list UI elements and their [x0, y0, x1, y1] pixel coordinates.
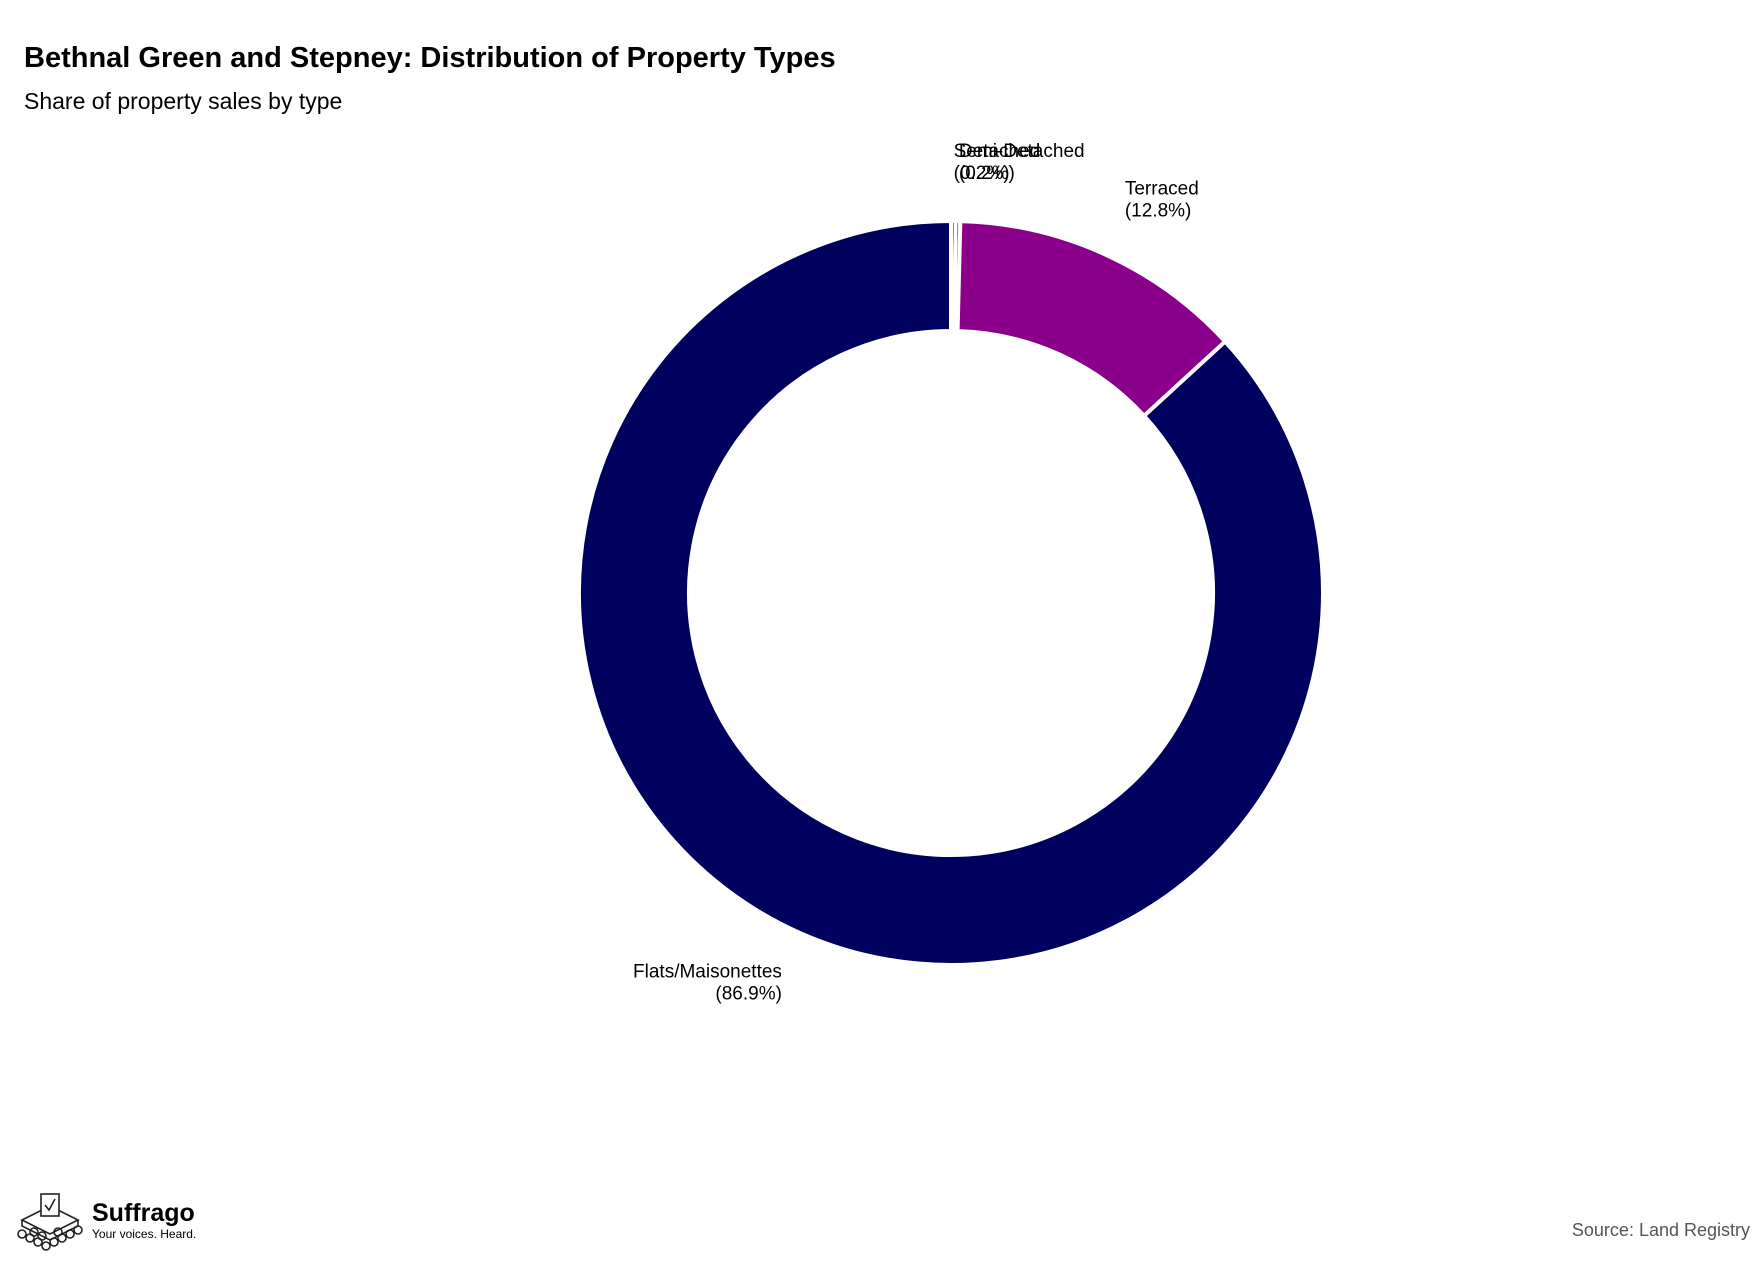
slice-label-semi-detached: Semi-Detached (0.2%) — [954, 141, 1085, 184]
donut-slices — [577, 218, 1325, 967]
slice-labels: Semi-Detached (0.2%)Detached (0.2%) Terrace… — [633, 141, 1199, 1004]
suffrago-logo: Suffrago Your voices. Heard. — [14, 1190, 196, 1252]
brand-tagline: Your voices. Heard. — [92, 1227, 197, 1241]
slice-label-detached: Detached (0.2%) — [959, 141, 1040, 184]
slice-label-terraced: Terraced (12.8%) — [1125, 179, 1199, 222]
slice-flats-maisonettes — [577, 218, 1325, 967]
chart-subtitle: Share of property sales by type — [24, 88, 343, 114]
chart-title: Bethnal Green and Stepney: Distribution … — [24, 42, 836, 74]
slice-label-flats-maisonettes: Flats/Maisonettes (86.9%) — [633, 961, 782, 1004]
brand-name: Suffrago — [92, 1199, 195, 1227]
ballot-box-icon — [17, 1193, 83, 1251]
source-note: Source: Land Registry — [1571, 1220, 1750, 1240]
